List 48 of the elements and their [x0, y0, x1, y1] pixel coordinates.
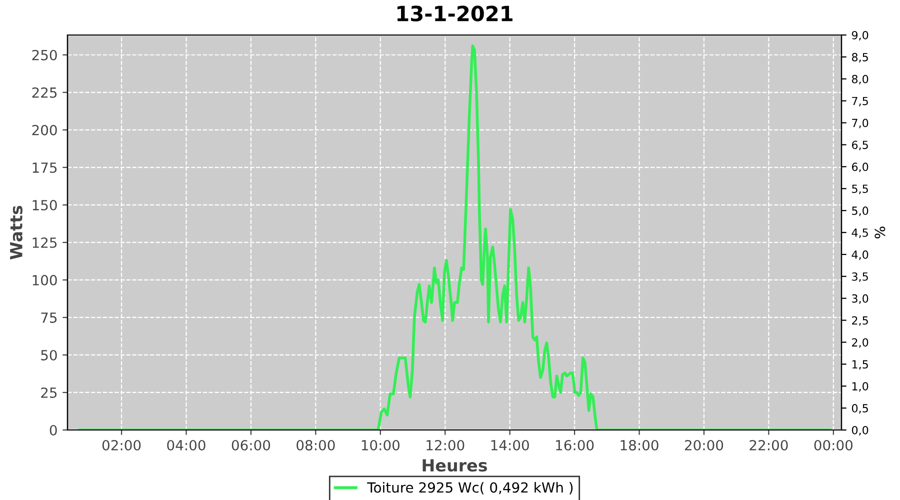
y2-tick-label: 6,5: [852, 140, 868, 150]
y-tick-label: 100: [32, 274, 57, 286]
y-tick-label: 125: [32, 237, 57, 248]
y2-tick-label: 1,0: [852, 382, 868, 392]
x-tick-label: 02:00: [102, 440, 141, 450]
y-tick-label: 175: [32, 162, 57, 173]
y-tick-label: 250: [32, 50, 57, 60]
y2-tick-label: 3,0: [852, 294, 868, 304]
y2-tick-label: 1,5: [852, 360, 868, 370]
x-tick-label: 18:00: [620, 440, 658, 450]
y-tick-label: 200: [32, 124, 57, 136]
legend-label: Toiture 2925 Wc( 0,492 kWh ): [367, 482, 573, 494]
y-tick-label: 75: [41, 312, 57, 323]
y-tick-label: 50: [41, 350, 57, 360]
y2-axis-title: %: [874, 226, 886, 238]
y2-tick-label: 0,5: [852, 404, 868, 414]
y2-tick-label: 4,5: [852, 228, 868, 238]
y2-tick-label: 6,0: [852, 162, 868, 172]
y-axis-title: Watts: [10, 206, 22, 260]
x-tick-label: 20:00: [684, 440, 724, 450]
y-tick-label: 225: [32, 87, 57, 98]
x-tick-label: 04:00: [167, 440, 206, 450]
y2-tick-label: 7,0: [852, 118, 868, 128]
x-tick-label: 16:00: [556, 440, 594, 450]
line-series: [78, 44, 832, 430]
y2-tick-label: 8,0: [852, 74, 868, 84]
x-tick-label: 22:00: [750, 440, 788, 450]
y2-tick-label: 2,5: [852, 316, 868, 326]
y-tick-label: 25: [41, 387, 57, 398]
y2-tick-label: 0,0: [852, 426, 868, 436]
y2-tick-label: 5,5: [852, 184, 868, 194]
x-tick-label: 08:00: [296, 440, 335, 450]
x-tick-label: 12:00: [426, 440, 464, 450]
y2-tick-label: 9,0: [852, 30, 868, 41]
y-tick-label: 0: [50, 424, 57, 436]
y2-tick-label: 4,0: [852, 250, 868, 260]
y2-tick-label: 5,0: [852, 206, 868, 216]
x-tick-label: 00:00: [814, 440, 852, 450]
y2-tick-label: 8,5: [852, 52, 868, 62]
y2-tick-label: 3,5: [852, 272, 868, 282]
y2-tick-label: 7,5: [852, 96, 868, 106]
x-tick-label: 14:00: [491, 440, 529, 450]
chart-title: 13-1-2021: [397, 6, 512, 22]
x-tick-label: 10:00: [362, 440, 400, 450]
x-tick-label: 06:00: [232, 440, 270, 450]
x-axis-title: Heures: [422, 459, 487, 472]
y2-tick-label: 2,0: [852, 338, 868, 348]
y-tick-label: 150: [32, 200, 57, 210]
